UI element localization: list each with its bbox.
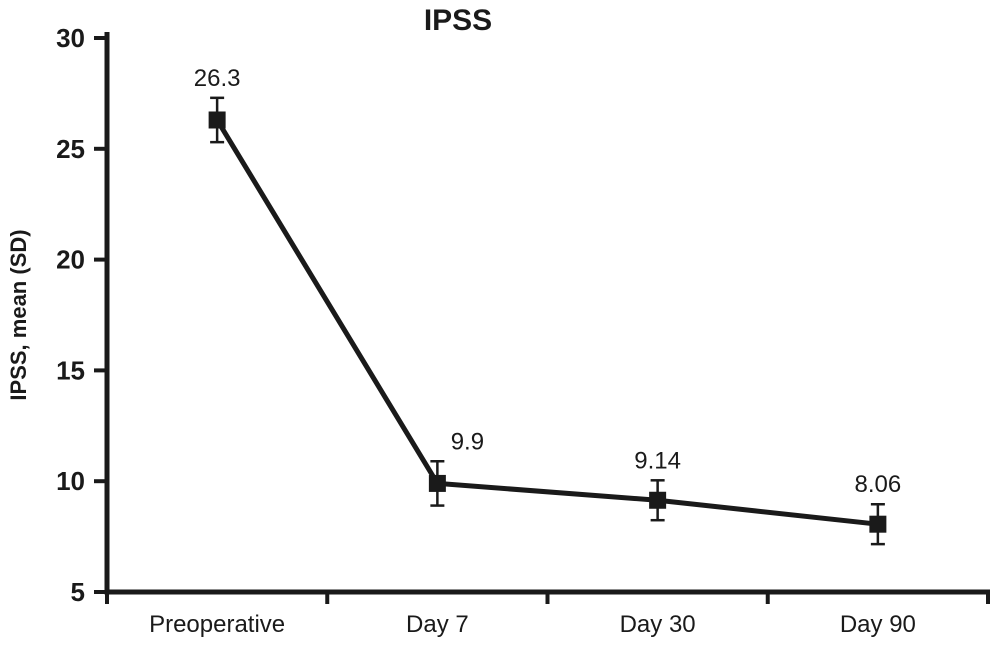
y-tick-label: 25: [56, 134, 85, 164]
y-axis-title: IPSS, mean (SD): [6, 229, 31, 400]
data-point-label: 9.9: [451, 428, 484, 455]
chart-title: IPSS: [424, 4, 492, 37]
data-point-label: 8.06: [855, 471, 902, 498]
series-line: [214, 118, 879, 527]
y-tick-label: 20: [56, 245, 85, 275]
y-tick-label: 5: [71, 577, 85, 607]
y-tick-label: 10: [56, 466, 85, 496]
data-point-label: 9.14: [634, 447, 681, 474]
x-category-label: Day 7: [406, 611, 469, 638]
data-point-marker: [428, 474, 446, 492]
data-point-marker: [869, 515, 887, 533]
x-category-label: Preoperative: [149, 611, 285, 638]
data-point-marker: [649, 491, 667, 509]
y-tick-label: 30: [56, 23, 85, 53]
x-category-label: Day 30: [620, 611, 696, 638]
y-tick-label: 15: [56, 355, 85, 385]
data-point-label: 26.3: [194, 65, 241, 92]
plot-area: 5 10 15 20 25 30 Preoperative Day 7 Day 30 Day 90…: [56, 23, 990, 638]
data-point-marker: [208, 111, 226, 129]
x-category-label: Day 90: [840, 611, 916, 638]
